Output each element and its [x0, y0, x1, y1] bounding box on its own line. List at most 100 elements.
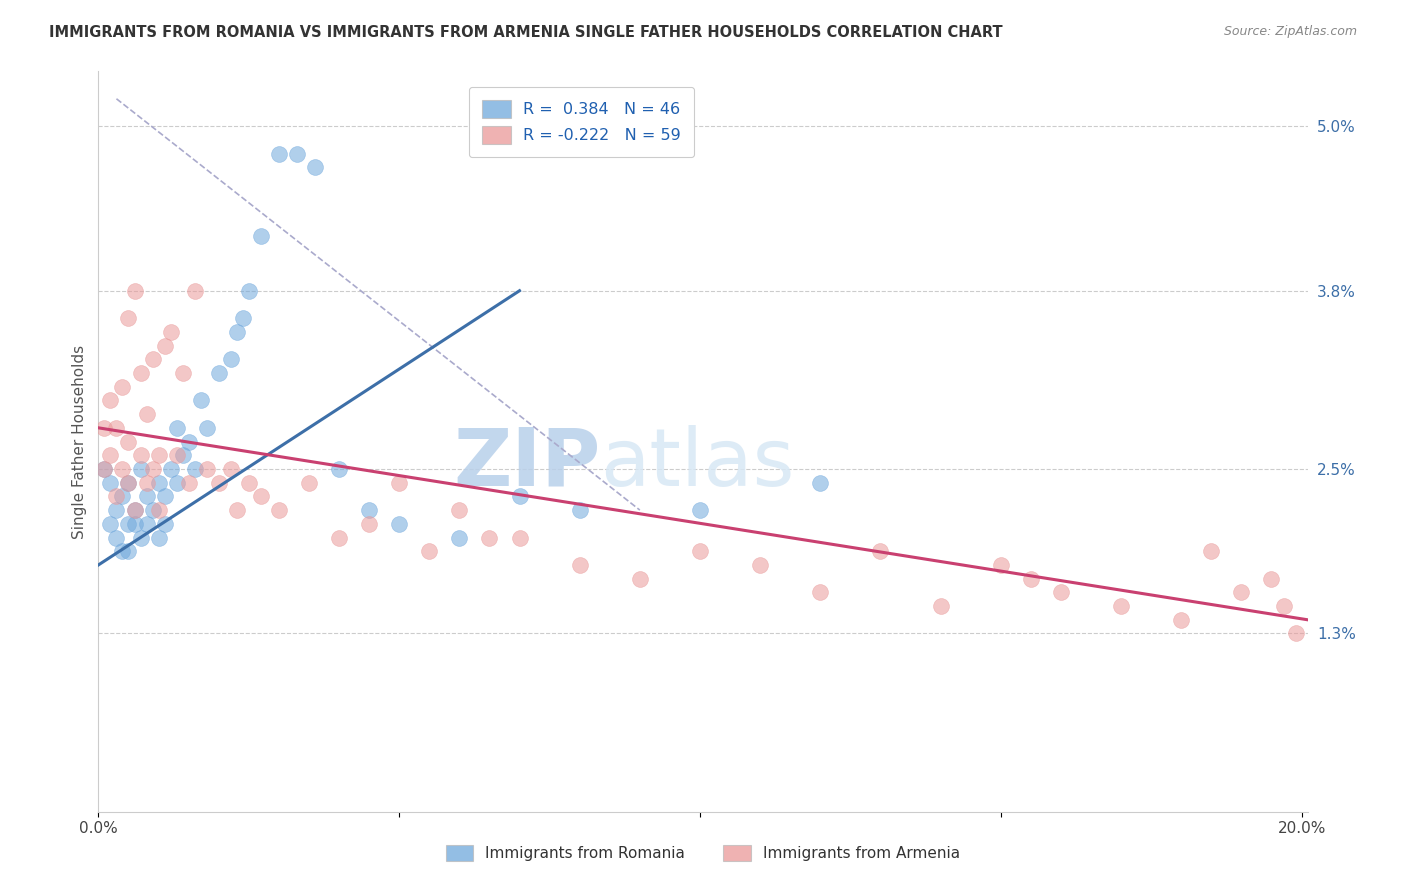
- Point: [117, 475, 139, 490]
- Point: [1201, 544, 1223, 558]
- Point: [105, 489, 128, 503]
- Point: [183, 284, 205, 298]
- Point: [124, 503, 146, 517]
- Point: [689, 544, 711, 558]
- Point: [124, 516, 146, 531]
- Point: [100, 475, 122, 490]
- Point: [238, 284, 260, 298]
- Point: [359, 503, 381, 517]
- Text: IMMIGRANTS FROM ROMANIA VS IMMIGRANTS FROM ARMENIA SINGLE FATHER HOUSEHOLDS CORR: IMMIGRANTS FROM ROMANIA VS IMMIGRANTS FR…: [49, 25, 1002, 40]
- Point: [568, 558, 591, 572]
- Point: [1019, 572, 1042, 586]
- Point: [100, 448, 122, 462]
- Point: [929, 599, 952, 613]
- Point: [359, 516, 381, 531]
- Point: [135, 407, 157, 421]
- Point: [129, 531, 152, 545]
- Point: [328, 531, 350, 545]
- Point: [166, 475, 188, 490]
- Y-axis label: Single Father Households: Single Father Households: [72, 344, 87, 539]
- Point: [568, 503, 591, 517]
- Point: [267, 146, 290, 161]
- Point: [225, 325, 247, 339]
- Text: Source: ZipAtlas.com: Source: ZipAtlas.com: [1223, 25, 1357, 38]
- Point: [153, 338, 176, 352]
- Point: [142, 462, 165, 476]
- Point: [238, 475, 260, 490]
- Point: [177, 434, 200, 449]
- Point: [689, 503, 711, 517]
- Point: [105, 421, 128, 435]
- Point: [153, 516, 176, 531]
- Point: [1272, 599, 1295, 613]
- Point: [135, 489, 157, 503]
- Point: [148, 475, 170, 490]
- Point: [250, 228, 273, 243]
- Point: [267, 503, 290, 517]
- Point: [153, 489, 176, 503]
- Point: [135, 475, 157, 490]
- Point: [117, 475, 139, 490]
- Point: [298, 475, 321, 490]
- Point: [183, 462, 205, 476]
- Point: [129, 462, 152, 476]
- Text: ZIP: ZIP: [453, 425, 600, 503]
- Point: [388, 516, 411, 531]
- Point: [304, 161, 326, 175]
- Point: [159, 325, 181, 339]
- Point: [1284, 626, 1306, 640]
- Point: [869, 544, 891, 558]
- Point: [172, 448, 194, 462]
- Point: [749, 558, 772, 572]
- Point: [190, 393, 212, 408]
- Point: [135, 516, 157, 531]
- Point: [117, 311, 139, 326]
- Point: [219, 462, 242, 476]
- Point: [328, 462, 350, 476]
- Point: [111, 380, 134, 394]
- Point: [509, 531, 531, 545]
- Point: [449, 503, 471, 517]
- Point: [117, 434, 139, 449]
- Point: [808, 585, 831, 599]
- Point: [195, 421, 218, 435]
- Point: [172, 366, 194, 380]
- Point: [250, 489, 273, 503]
- Point: [628, 572, 651, 586]
- Point: [388, 475, 411, 490]
- Point: [219, 352, 242, 367]
- Point: [1170, 613, 1192, 627]
- Point: [100, 516, 122, 531]
- Point: [225, 503, 247, 517]
- Point: [105, 531, 128, 545]
- Point: [105, 503, 128, 517]
- Legend: Immigrants from Romania, Immigrants from Armenia: Immigrants from Romania, Immigrants from…: [440, 838, 966, 867]
- Point: [148, 503, 170, 517]
- Point: [117, 544, 139, 558]
- Point: [208, 366, 231, 380]
- Point: [93, 421, 115, 435]
- Point: [1230, 585, 1253, 599]
- Point: [124, 503, 146, 517]
- Point: [148, 448, 170, 462]
- Point: [142, 503, 165, 517]
- Point: [111, 489, 134, 503]
- Point: [166, 421, 188, 435]
- Point: [478, 531, 501, 545]
- Point: [93, 462, 115, 476]
- Point: [195, 462, 218, 476]
- Point: [142, 352, 165, 367]
- Point: [100, 393, 122, 408]
- Point: [808, 475, 831, 490]
- Point: [148, 531, 170, 545]
- Point: [418, 544, 440, 558]
- Point: [1260, 572, 1282, 586]
- Point: [285, 146, 308, 161]
- Point: [129, 366, 152, 380]
- Point: [1050, 585, 1073, 599]
- Point: [449, 531, 471, 545]
- Point: [166, 448, 188, 462]
- Point: [990, 558, 1012, 572]
- Point: [117, 516, 139, 531]
- Point: [177, 475, 200, 490]
